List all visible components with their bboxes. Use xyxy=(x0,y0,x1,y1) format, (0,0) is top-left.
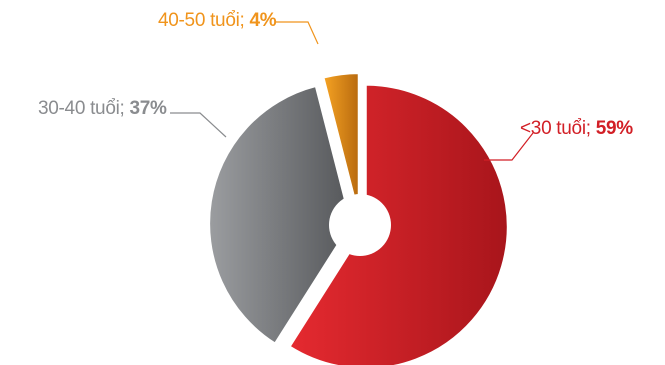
slice-label-30-40-category: 30-40 tuổi xyxy=(38,98,120,119)
slice-label-40-50-category: 40-50 tuổi xyxy=(158,10,240,31)
slice-label-under-30-category: <30 tuổi xyxy=(520,118,586,139)
slice-label-40-50-value: 4% xyxy=(249,10,277,31)
donut-hole xyxy=(329,194,391,256)
slice-label-under-30-sep: ; xyxy=(585,118,596,139)
slice-label-30-40: 30-40 tuổi; 37% xyxy=(38,98,167,120)
leader-line-40-50 xyxy=(276,21,319,45)
slice-40-50 xyxy=(322,72,360,216)
slice-under-30 xyxy=(288,83,509,365)
slice-label-under-30-value: 59% xyxy=(595,118,633,139)
leader-line-under-30 xyxy=(484,132,534,161)
slice-label-40-50-sep: ; xyxy=(239,10,250,31)
slice-30-40 xyxy=(208,84,353,345)
slice-label-30-40-sep: ; xyxy=(119,98,130,119)
leader-line-30-40 xyxy=(170,112,227,138)
slice-label-30-40-value: 37% xyxy=(129,98,167,119)
slice-label-40-50: 40-50 tuổi; 4% xyxy=(158,10,277,32)
slice-label-under-30: <30 tuổi; 59% xyxy=(520,118,633,140)
